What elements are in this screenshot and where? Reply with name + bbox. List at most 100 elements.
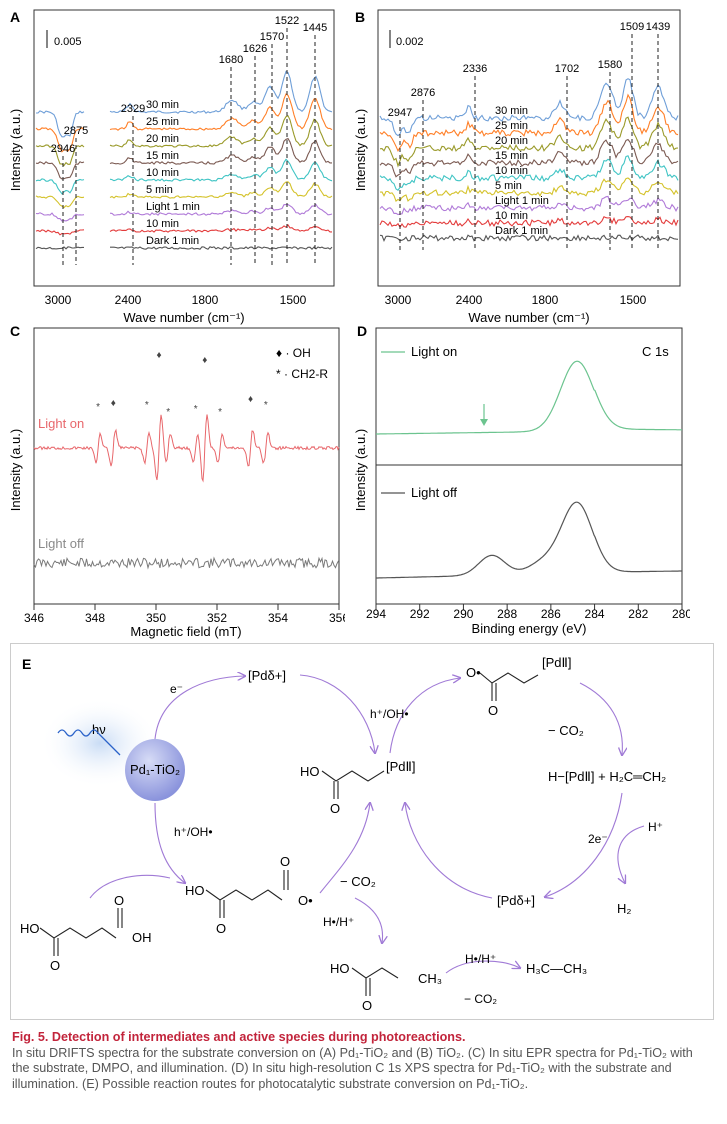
ho-bottom: HO — [330, 961, 350, 976]
catalyst-label: Pd₁-TiO₂ — [130, 762, 180, 777]
xps-light-on — [376, 360, 682, 435]
xlabel-a: Wave number (cm⁻¹) — [123, 310, 244, 325]
series-line — [35, 246, 333, 250]
series-line — [379, 234, 679, 242]
peak-label: 1570 — [260, 31, 284, 43]
xtick-c: 348 — [85, 611, 105, 625]
ch3-label: CH₃ — [418, 971, 442, 986]
chart-c: C ♦ ♦ ♦ ♦ * * * * * * ♦ · OH * · CH2-R Light on L… — [8, 323, 345, 639]
scale-bar-b: 0.002 — [396, 36, 424, 48]
xtick-d: 290 — [453, 607, 473, 621]
xtick-d: 280 — [672, 607, 690, 621]
epr-marker: ♦ — [111, 398, 116, 409]
legend-light-on-d: Light on — [411, 344, 457, 359]
series-label: 15 min — [495, 150, 528, 162]
epr-marker: * — [96, 402, 100, 413]
peak-label: 2875 — [64, 125, 88, 137]
series-line — [36, 70, 333, 138]
chart-a: A 0.005 30 min 25 min 20 min 15 min 10 min 5 … — [8, 9, 335, 325]
two-e-label: 2e⁻ — [588, 832, 608, 846]
series-line — [379, 138, 679, 178]
ethane-label: H₃C—CH₃ — [526, 961, 587, 976]
h2-label: H₂ — [617, 901, 631, 916]
series-line — [35, 93, 333, 153]
xtick-a-1: 2400 — [115, 293, 142, 307]
minus-co2-bottom: − CO₂ — [464, 992, 497, 1006]
scale-bar-a: 0.005 — [54, 36, 82, 48]
h-radical-mid: H•/H⁺ — [323, 915, 354, 929]
peak-label: 1702 — [555, 63, 579, 75]
series-line — [35, 158, 333, 195]
chart-d: D Light on Light off C 1s Intensity (a.u… — [353, 323, 690, 636]
xtick-a-3: 1500 — [280, 293, 307, 307]
series-line — [379, 177, 679, 203]
ho-left: HO — [20, 921, 40, 936]
series-line — [35, 203, 333, 222]
chart-b: B 0.002 30 min 25 min 20 min 15 min 10 min 5 … — [353, 9, 681, 325]
xtick-d: 288 — [497, 607, 517, 621]
epr-light-off — [33, 556, 339, 570]
series-line — [379, 195, 679, 216]
xtick-c: 350 — [146, 611, 166, 625]
h-radical-bottom: H•/H⁺ — [465, 952, 496, 966]
series-label: 15 min — [146, 150, 179, 162]
peak-label: 1509 — [620, 21, 644, 33]
xtick-c: 356 — [329, 611, 345, 625]
series-label: 30 min — [146, 99, 179, 111]
pd-delta-bottom: [Pdδ+] — [497, 893, 535, 908]
center-pd: [PdⅡ] — [386, 759, 416, 774]
h-pd-ethylene: H−[PdⅡ] + H₂C═CH₂ — [548, 769, 666, 784]
series-label: 10 min — [146, 218, 179, 230]
panel-label-b: B — [355, 9, 365, 25]
series-label: 25 min — [146, 116, 179, 128]
series-label: 5 min — [495, 180, 522, 192]
plot-frame-d — [375, 327, 683, 605]
series-label: 25 min — [495, 120, 528, 132]
xtick-b-1: 2400 — [456, 293, 483, 307]
legend-ch2r: * · CH2-R — [276, 367, 328, 381]
center-ho: HO — [300, 764, 320, 779]
label-light-off-c: Light off — [38, 536, 84, 551]
xtick-b-2: 1800 — [532, 293, 559, 307]
ylabel-a: Intensity (a.u.) — [8, 109, 23, 191]
xtick-a-2: 1800 — [192, 293, 219, 307]
o-bottom: O — [362, 998, 372, 1013]
catalyst-sphere — [125, 739, 185, 801]
e-label: e⁻ — [170, 682, 183, 696]
h-oh-left: h⁺/OH• — [174, 825, 213, 839]
caption-text: In situ DRIFTS spectra for the substrate… — [12, 1045, 693, 1091]
o-left-bottom: O — [50, 958, 60, 973]
xtick-c: 352 — [207, 611, 227, 625]
series-label: 10 min — [146, 167, 179, 179]
series-label: 10 min — [495, 165, 528, 177]
panel-label-e: E — [22, 656, 31, 672]
ylabel-b: Intensity (a.u.) — [353, 109, 368, 191]
peak-label: 2336 — [463, 63, 487, 75]
plot-frame-a — [33, 9, 335, 287]
xtick-d: 282 — [628, 607, 648, 621]
xtick-b-3: 1500 — [620, 293, 647, 307]
xtick-c: 354 — [268, 611, 288, 625]
center-o: O — [330, 801, 340, 816]
epr-marker: ♦ — [248, 394, 253, 405]
peak-label: 1522 — [275, 15, 299, 27]
epr-marker: * — [194, 404, 198, 415]
epr-marker: * — [145, 400, 149, 411]
xtick-d: 286 — [541, 607, 561, 621]
series-line — [379, 155, 679, 191]
series-line — [379, 116, 679, 168]
peak-label: 1439 — [646, 21, 670, 33]
o-radical-top: O• — [466, 665, 481, 680]
plot-frame-c — [33, 327, 340, 605]
legend-oh: ♦ · OH — [276, 346, 311, 360]
light-wave — [57, 729, 121, 756]
minus-co2-mid: − CO₂ — [340, 874, 376, 889]
reaction-scheme: E hν Pd₁-TiO₂ e⁻ [Pdδ+] h⁺/OH• O• O [PdⅡ… — [20, 655, 666, 1013]
xtick-a-0: 3000 — [45, 293, 72, 307]
peak-label: 1580 — [598, 59, 622, 71]
series-label: 20 min — [146, 133, 179, 145]
peak-label: 2947 — [388, 107, 412, 119]
o-mid-bottom: O — [216, 921, 226, 936]
fig-title: Detection of intermediates and active sp… — [51, 1030, 466, 1044]
epr-marker: * — [218, 407, 222, 418]
